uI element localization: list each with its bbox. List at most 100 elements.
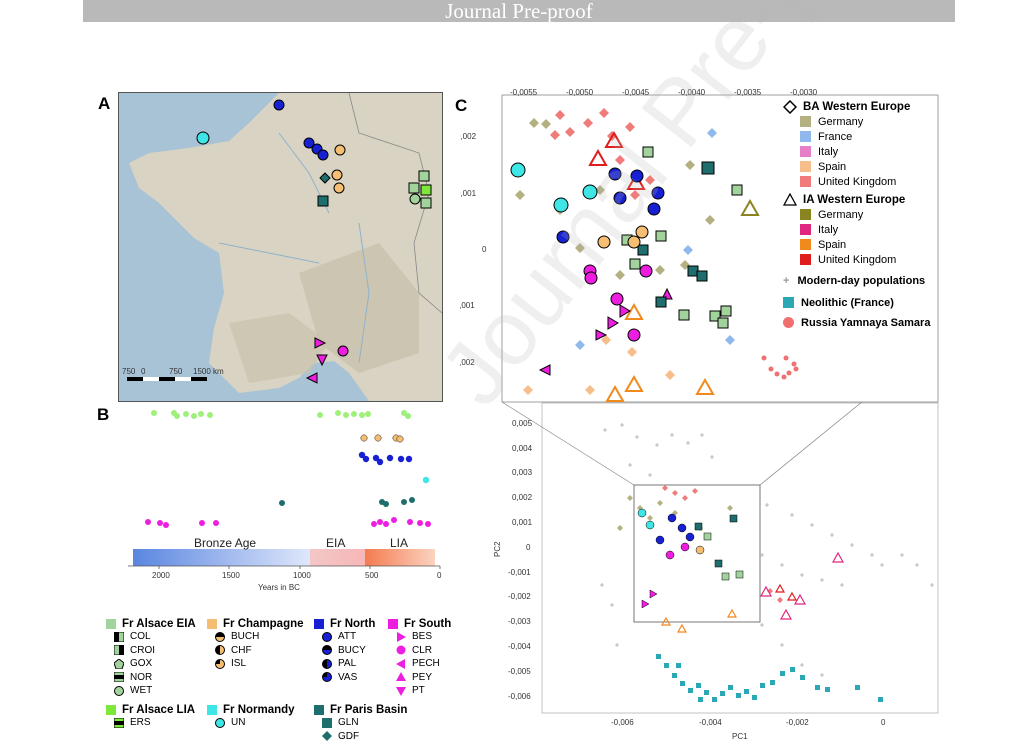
- triangle-icon: [783, 192, 797, 206]
- item-label: VAS: [338, 671, 358, 683]
- group-title: Fr Alsace EIA: [106, 618, 196, 630]
- group-title-text: Fr South: [404, 618, 452, 630]
- inset-xtick: -0,0030: [790, 88, 818, 97]
- triangle-left-icon: [396, 658, 405, 669]
- group-title: Fr Alsace LIA: [106, 704, 195, 716]
- period-eia-bar: [310, 549, 365, 566]
- main-neolithic: [656, 654, 883, 702]
- main-yticks: 0,005 0,004 0,003 0,002 0,001 0 -0,001 -…: [508, 419, 533, 701]
- triangle-right-icon: [397, 631, 406, 642]
- main-ytick: 0,005: [512, 419, 533, 428]
- legend-ia-items: Germany Italy Spain United Kingdom: [783, 207, 930, 267]
- item-label: BUCH: [231, 631, 260, 643]
- scale-label: 750: [122, 367, 136, 376]
- legend-right: BA Western Europe Germany France Italy S…: [783, 99, 930, 330]
- item-label: GLN: [338, 717, 359, 729]
- site-champagne: [333, 182, 345, 194]
- swatch-ia-uk: [800, 254, 811, 265]
- inset-xtick: -0,0050: [566, 88, 594, 97]
- main-ia-uk: [774, 583, 798, 601]
- timeline-xlabel: Years in BC: [258, 583, 300, 592]
- legend-item: Spain: [800, 237, 930, 252]
- legend-neolithic: Neolithic (France): [783, 295, 930, 310]
- inset-xtick: -0,0045: [622, 88, 650, 97]
- pentagon-icon: [114, 658, 124, 669]
- main-xtick: -0,004: [699, 718, 722, 727]
- half-circle-icon: [215, 645, 225, 656]
- timeline-dots-north: [358, 451, 413, 466]
- group-title: Fr Normandy: [207, 704, 295, 716]
- item-label: CHF: [231, 644, 252, 656]
- main-fr-samples: [637, 508, 744, 609]
- legend-yamnaya: Russia Yamnaya Samara: [783, 315, 930, 330]
- site-normandy: [196, 131, 210, 145]
- yamnaya-points: [761, 355, 799, 380]
- pca-plots: -0,0055 -0,0050 -0,0045 -0,0040 -0,0035 …: [460, 88, 939, 741]
- swatch-germany: [800, 116, 811, 127]
- group-item: NOR: [106, 671, 196, 685]
- group-swatch: [314, 619, 324, 629]
- site-south: [314, 337, 327, 349]
- legend-yamnaya-label: Russia Yamnaya Samara: [801, 316, 931, 329]
- inset-xtick: -0,0035: [734, 88, 762, 97]
- circle-icon: [215, 717, 225, 728]
- item-label: BUCY: [338, 644, 366, 656]
- legend-label: Germany: [818, 115, 864, 128]
- main-ytick: 0,004: [512, 444, 533, 453]
- legend-item: United Kingdom: [800, 174, 930, 189]
- legend-ba-title: BA Western Europe: [783, 99, 930, 114]
- group-swatch: [106, 705, 116, 715]
- france-map: 750 0 750 1500 km: [118, 92, 443, 402]
- main-ytick: 0: [526, 543, 531, 552]
- scale-bar-seg: [143, 377, 159, 381]
- item-label: COL: [130, 631, 151, 643]
- scale-bar-seg: [175, 377, 191, 381]
- legend-ia-title: IA Western Europe: [783, 192, 930, 207]
- panel-a-label: A: [98, 94, 111, 113]
- timeline-tick-label: 0: [437, 571, 442, 580]
- main-ytick: -0,003: [508, 617, 531, 626]
- legend-ba-items: Germany France Italy Spain United Kingdo…: [783, 114, 930, 189]
- scale-bar: [127, 377, 207, 381]
- item-label: NOR: [130, 671, 153, 683]
- site-alsace: [418, 170, 430, 182]
- group-item: ISL: [207, 657, 304, 671]
- inset-ia-uk: [588, 130, 646, 190]
- group-alsace-lia: Fr Alsace LIA ERS: [106, 704, 195, 730]
- item-label: ATT: [338, 631, 357, 643]
- main-xtick: -0,002: [786, 718, 809, 727]
- group-paris-basin: Fr Paris Basin GLN GDF: [314, 704, 407, 743]
- octagon-icon: [114, 685, 124, 696]
- circle-icon: [322, 645, 332, 656]
- inset-ytick: -0,001: [460, 301, 475, 310]
- group-title-text: Fr North: [330, 618, 376, 630]
- inset-ytick: 0,002: [460, 132, 477, 141]
- group-item: COL: [106, 630, 196, 644]
- header-text: Journal Pre-proof: [445, 0, 593, 23]
- group-item: PAL: [314, 657, 375, 671]
- inset-fr-paris: [637, 161, 715, 308]
- group-title-text: Fr Normandy: [223, 704, 295, 716]
- period-bronze-age-bar: [133, 549, 310, 566]
- inset-xtick: -0,0055: [510, 88, 538, 97]
- main-ytick: -0,002: [508, 592, 531, 601]
- group-item: VAS: [314, 671, 375, 685]
- site-south: [337, 345, 349, 357]
- inset-fr-alsace: [621, 146, 743, 329]
- group-swatch: [207, 619, 217, 629]
- group-title: Fr South: [388, 618, 451, 630]
- item-label: WET: [130, 685, 153, 697]
- group-item: BES: [388, 630, 451, 644]
- item-label: CROI: [130, 644, 155, 656]
- main-ylabel: PC2: [493, 541, 502, 557]
- group-item: WET: [106, 684, 196, 698]
- map-svg: 750 0 750 1500 km: [119, 93, 442, 401]
- item-label: CLR: [412, 644, 433, 656]
- main-ia-spain: [660, 608, 738, 633]
- circle-icon: [396, 645, 406, 655]
- scale-label: 0: [141, 367, 146, 376]
- scale-label: 750: [169, 367, 183, 376]
- pca-zoom-box: [633, 484, 761, 623]
- inset-ba-france: [575, 128, 735, 350]
- group-item: CROI: [106, 644, 196, 658]
